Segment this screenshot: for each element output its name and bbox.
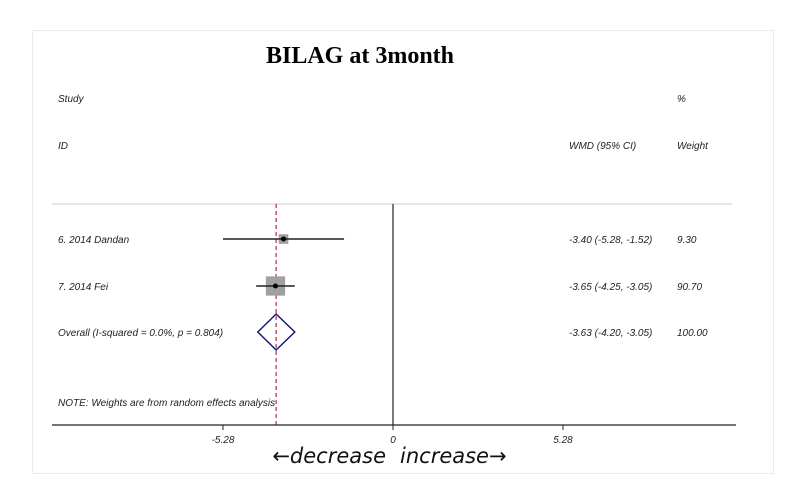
chart-title: BILAG at 3month xyxy=(266,43,454,69)
header-percent: % xyxy=(677,94,686,105)
study-row: 6. 2014 Dandan -3.40 (-5.28, -1.52) 9.30 xyxy=(58,234,697,246)
overall-weight-text: 100.00 xyxy=(677,328,708,339)
x-tick-label: -5.28 xyxy=(212,435,235,446)
direction-left: ←decrease xyxy=(272,444,386,468)
weight-text: 90.70 xyxy=(677,282,702,293)
header-weight: Weight xyxy=(677,141,709,152)
x-tick-label: 0 xyxy=(390,435,396,446)
note: NOTE: Weights are from random effects an… xyxy=(58,398,275,409)
overall-label: Overall (I-squared = 0.0%, p = 0.804) xyxy=(58,328,223,339)
overall-ci-text: -3.63 (-4.20, -3.05) xyxy=(569,328,652,339)
direction-right: increase→ xyxy=(400,444,507,468)
overall-row: Overall (I-squared = 0.0%, p = 0.804) -3.… xyxy=(58,312,708,352)
header-id: ID xyxy=(58,141,68,152)
study-row: 7. 2014 Fei -3.65 (-4.25, -3.05) 90.70 xyxy=(58,276,702,296)
ci-text: -3.65 (-4.25, -3.05) xyxy=(569,282,652,293)
header-study: Study xyxy=(58,94,85,105)
point-estimate xyxy=(272,283,278,289)
study-label: 7. 2014 Fei xyxy=(58,282,109,293)
ci-text: -3.40 (-5.28, -1.52) xyxy=(569,235,652,246)
chart-frame xyxy=(32,30,774,474)
point-estimate xyxy=(281,236,287,242)
study-label: 6. 2014 Dandan xyxy=(58,235,130,246)
header-effect: WMD (95% CI) xyxy=(569,141,636,152)
x-tick-label: 5.28 xyxy=(553,435,573,446)
overall-diamond xyxy=(256,312,296,352)
weight-text: 9.30 xyxy=(677,235,697,246)
